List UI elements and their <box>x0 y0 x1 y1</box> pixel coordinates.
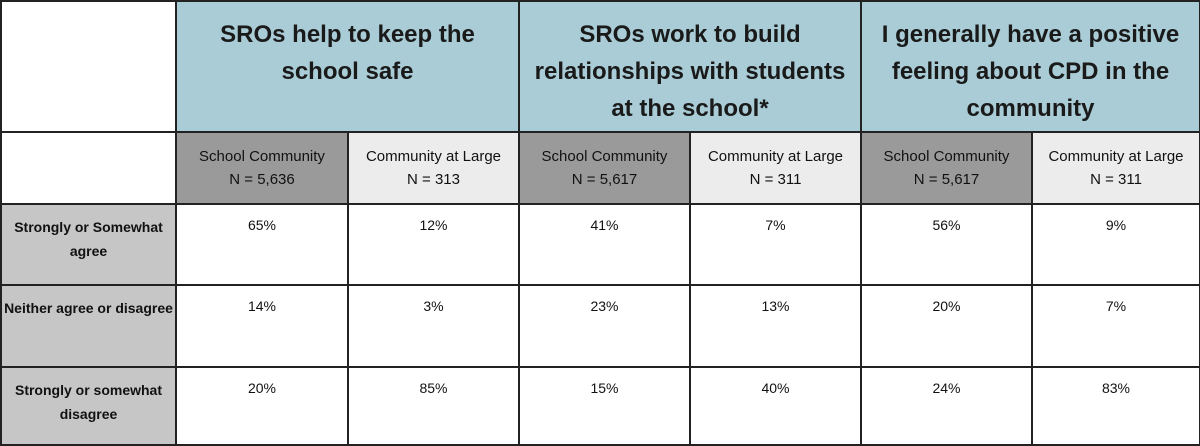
table-cell: 20% <box>860 284 1033 368</box>
group-name: School Community <box>199 148 325 165</box>
table-cell: 85% <box>347 366 520 446</box>
group-sample-size: N = 313 <box>407 171 460 188</box>
table-cell: 83% <box>1031 366 1200 446</box>
table-cell: 41% <box>518 203 691 286</box>
row-label: Strongly or somewhat disagree <box>0 366 177 446</box>
group-name: Community at Large <box>1048 148 1184 165</box>
table-cell: 23% <box>518 284 691 368</box>
table-cell: 9% <box>1031 203 1200 286</box>
group-name: Community at Large <box>707 148 844 165</box>
question-header: I generally have a positive feeling abou… <box>860 0 1200 133</box>
table-cell: 56% <box>860 203 1033 286</box>
table-row-neither: Neither agree or disagree 14% 3% 23% 13%… <box>0 284 1200 368</box>
table-cell: 20% <box>175 366 349 446</box>
table-cell: 12% <box>347 203 520 286</box>
table-cell: 13% <box>689 284 862 368</box>
group-sample-size: N = 5,636 <box>229 171 295 188</box>
table-cell: 7% <box>1031 284 1200 368</box>
group-sample-size: N = 5,617 <box>913 171 980 188</box>
group-name: School Community <box>541 148 668 165</box>
corner-cell <box>0 0 177 133</box>
table-row-disagree: Strongly or somewhat disagree 20% 85% 15… <box>0 366 1200 446</box>
group-header-school-community: School Community N = 5,636 <box>175 131 349 205</box>
table-row-agree: Strongly or Somewhat agree 65% 12% 41% 7… <box>0 203 1200 286</box>
row-label: Strongly or Somewhat agree <box>0 203 177 286</box>
question-header: SROs work to build relationships with st… <box>518 0 862 133</box>
row-label: Neither agree or disagree <box>0 284 177 368</box>
group-sample-size: N = 311 <box>1090 171 1142 188</box>
table-cell: 65% <box>175 203 349 286</box>
group-header-school-community: School Community N = 5,617 <box>860 131 1033 205</box>
group-header-community-at-large: Community at Large N = 311 <box>689 131 862 205</box>
table-cell: 24% <box>860 366 1033 446</box>
group-header-school-community: School Community N = 5,617 <box>518 131 691 205</box>
group-name: School Community <box>883 148 1010 165</box>
group-header-community-at-large: Community at Large N = 311 <box>1031 131 1200 205</box>
group-name: Community at Large <box>365 148 502 165</box>
table-cell: 15% <box>518 366 691 446</box>
table-cell: 14% <box>175 284 349 368</box>
question-header: SROs help to keep the school safe <box>175 0 520 133</box>
question-header-row: SROs help to keep the school safe SROs w… <box>0 0 1200 133</box>
group-header-community-at-large: Community at Large N = 313 <box>347 131 520 205</box>
group-sample-size: N = 311 <box>749 171 802 188</box>
table-cell: 7% <box>689 203 862 286</box>
group-sample-size: N = 5,617 <box>571 171 638 188</box>
table-cell: 3% <box>347 284 520 368</box>
group-header-row: School Community N = 5,636 Community at L… <box>0 131 1200 205</box>
table-cell: 40% <box>689 366 862 446</box>
subheader-corner-cell <box>0 131 177 205</box>
